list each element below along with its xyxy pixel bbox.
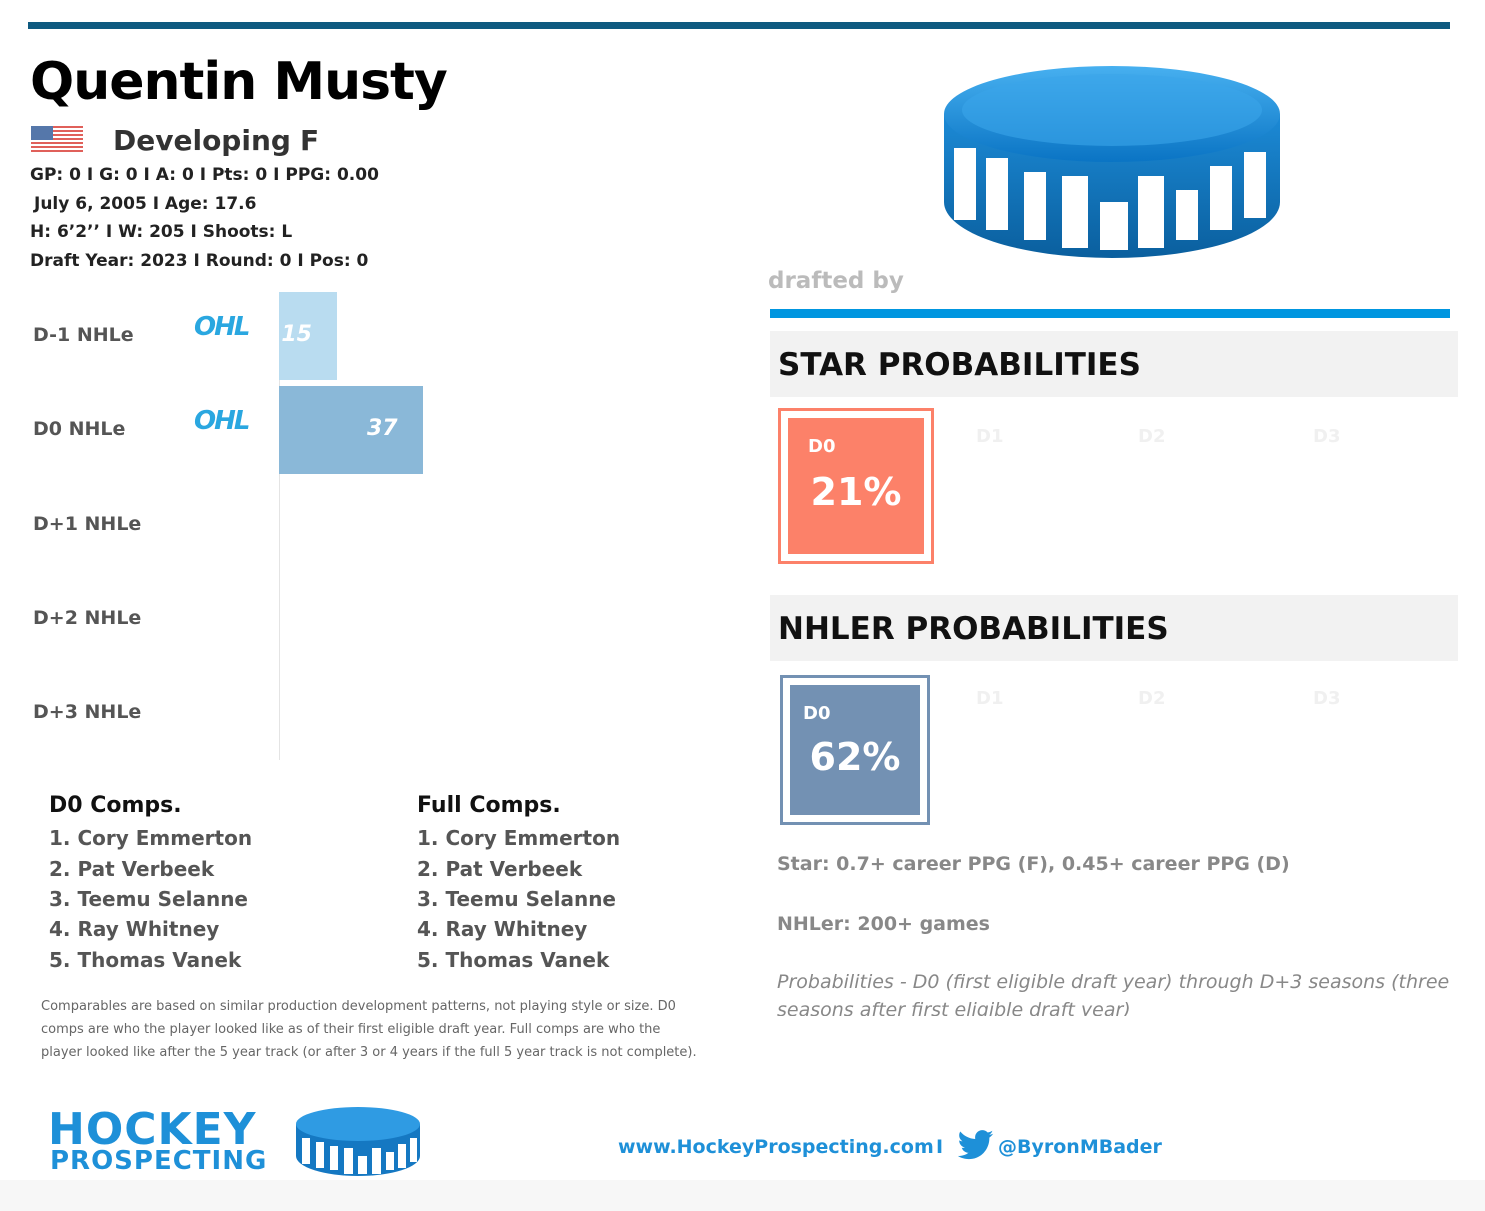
full-comp-item: 4. Ray Whitney xyxy=(417,917,588,941)
full-comp-item: 5. Thomas Vanek xyxy=(417,948,610,972)
nhler-prob-title: NHLER PROBABILITIES xyxy=(778,611,1169,647)
player-name: Quentin Musty xyxy=(30,52,448,112)
bar-value-label: 15 xyxy=(281,322,312,347)
birth-line: July 6, 2005 I Age: 17.6 xyxy=(34,194,257,214)
stats-line: GP: 0 I G: 0 I A: 0 I Pts: 0 I PPG: 0.00 xyxy=(30,165,379,185)
hockey-puck-logo-icon xyxy=(944,66,1280,258)
top-rule xyxy=(28,22,1450,29)
d0-comp-item: 4. Ray Whitney xyxy=(49,917,220,941)
row-label: D+3 NHLe xyxy=(33,701,142,723)
star-period-label: D2 xyxy=(1138,426,1166,447)
footer-separator: I xyxy=(936,1136,944,1158)
star-prob-header: STAR PROBABILITIES xyxy=(770,331,1458,397)
comps-note-line: player looked like after the 5 year trac… xyxy=(41,1045,697,1060)
nhle-bar xyxy=(279,292,338,380)
footer-twitter-handle[interactable]: @ByronMBader xyxy=(998,1136,1162,1158)
star-d0-box: D0 21% xyxy=(778,408,934,564)
comps-note-line: comps are who the player looked like as … xyxy=(41,1022,661,1037)
probabilities-note: Probabilities - D0 (first eligible draft… xyxy=(777,971,1450,1016)
nhler-d0-fill: D0 62% xyxy=(790,685,920,815)
nhler-d0-value: 62% xyxy=(809,735,901,779)
nhler-definition: NHLer: 200+ games xyxy=(777,913,990,935)
bar-value-label: 37 xyxy=(367,416,398,441)
nhler-period-label: D3 xyxy=(1313,688,1341,709)
player-status: Developing xyxy=(113,124,291,157)
row-label: D0 NHLe xyxy=(33,418,126,440)
player-position: F xyxy=(300,124,320,157)
ohl-logo-icon: OHL xyxy=(194,312,250,342)
star-d0-fill: D0 21% xyxy=(788,418,924,554)
chart-axis-line xyxy=(279,292,280,760)
star-definition: Star: 0.7+ career PPG (F), 0.45+ career … xyxy=(777,853,1290,875)
nhler-d0-label: D0 xyxy=(803,703,831,724)
comps-note: Comparables are based on similar product… xyxy=(41,995,731,1064)
usa-flag-icon xyxy=(31,126,83,152)
full-comp-item: 1. Cory Emmerton xyxy=(417,826,621,850)
comps-note-line: Comparables are based on similar product… xyxy=(41,999,676,1014)
hockey-puck-small-icon xyxy=(296,1107,420,1176)
full-comps-title: Full Comps. xyxy=(417,793,561,818)
nhle-bar xyxy=(279,386,423,474)
d0-comp-item: 5. Thomas Vanek xyxy=(49,948,242,972)
logo-text-prospecting: PROSPECTING xyxy=(50,1146,268,1176)
drafted-by-label: drafted by xyxy=(768,268,904,294)
row-label: D+2 NHLe xyxy=(33,607,142,629)
footer-website-link[interactable]: www.HockeyProspecting.com xyxy=(618,1136,934,1158)
logo-text-hockey: HOCKEY xyxy=(48,1104,257,1155)
d0-comps-title: D0 Comps. xyxy=(49,793,182,818)
d0-comp-item: 3. Teemu Selanne xyxy=(49,887,248,911)
full-comp-item: 3. Teemu Selanne xyxy=(417,887,616,911)
draft-line: Draft Year: 2023 I Round: 0 I Pos: 0 xyxy=(30,251,369,271)
twitter-bird-icon[interactable] xyxy=(958,1130,994,1160)
nhler-period-label: D1 xyxy=(976,688,1004,709)
full-comp-item: 2. Pat Verbeek xyxy=(417,857,583,881)
body-line: H: 6’2’’ I W: 205 I Shoots: L xyxy=(30,222,293,242)
star-d0-label: D0 xyxy=(808,436,836,457)
nhler-d0-box: D0 62% xyxy=(780,675,930,825)
ohl-logo-icon: OHL xyxy=(194,406,250,436)
section-rule xyxy=(770,309,1450,318)
star-d0-value: 21% xyxy=(810,470,902,514)
star-period-label: D1 xyxy=(976,426,1004,447)
row-label: D-1 NHLe xyxy=(33,324,134,346)
nhler-prob-header: NHLER PROBABILITIES xyxy=(770,595,1458,661)
nhler-period-label: D2 xyxy=(1138,688,1166,709)
d0-comp-item: 2. Pat Verbeek xyxy=(49,857,215,881)
footer-band xyxy=(0,1180,1485,1211)
row-label: D+1 NHLe xyxy=(33,513,142,535)
star-prob-title: STAR PROBABILITIES xyxy=(778,347,1141,383)
star-period-label: D3 xyxy=(1313,426,1341,447)
d0-comp-item: 1. Cory Emmerton xyxy=(49,826,253,850)
